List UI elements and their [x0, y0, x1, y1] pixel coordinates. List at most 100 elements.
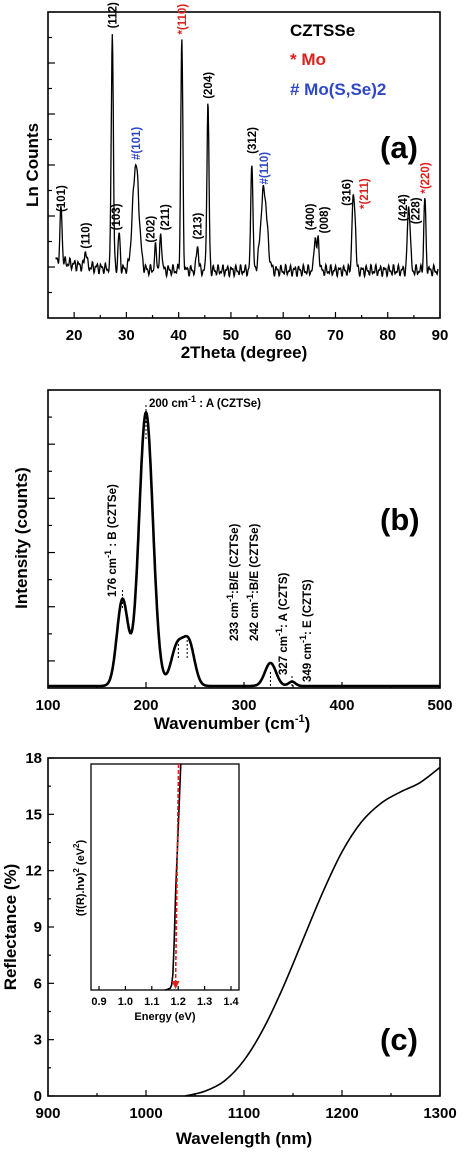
annotation-main: 327 cm: [278, 636, 290, 675]
x-tick-label: 1200: [325, 1105, 358, 1122]
panel-b-ylabel: Intensity (counts): [12, 467, 31, 609]
annotation-sup: -1: [225, 594, 235, 602]
inset-x-tick-label: 1.0: [118, 996, 133, 1008]
peak-label: (112): [107, 2, 119, 28]
x-tick-label: 90: [432, 327, 449, 344]
x-tick-label: 60: [275, 327, 292, 344]
peak-label: (110): [81, 222, 93, 248]
peak-label: (400): [305, 203, 317, 230]
annotation-main: 200 cm: [149, 398, 188, 410]
x-tick-label: 80: [379, 327, 396, 344]
panel-a-label: (a): [380, 130, 418, 165]
raman-annotation: 200 cm-1 : A (CZTSe): [149, 394, 261, 410]
peak-label: (424): [398, 194, 410, 221]
peak-label: *(220): [420, 162, 432, 193]
annotation-sup: -1: [103, 550, 113, 558]
x-tick-label: 900: [35, 1105, 60, 1122]
panel-b-curve: [48, 409, 440, 688]
panel-b: 100 200 300 400 500 200 cm-1 : A (CZTSe)176 …: [12, 389, 453, 733]
inset-x-tick-label: 1.2: [171, 996, 186, 1008]
panel-a: 20 30 40 50 60 70 80 90 (101) (110) (112) (103) #(1…: [23, 2, 448, 362]
inset-x-tick-label: 1.4: [223, 996, 239, 1008]
inset-ylabel-c: (eV: [75, 847, 87, 868]
peak-label: (103): [111, 203, 123, 230]
annotation-main: 242 cm: [249, 602, 261, 641]
y-tick-label: 0: [34, 1088, 42, 1105]
panel-a-x-ticks: 20 30 40 50 60 70 80 90: [47, 312, 449, 344]
y-tick-label: 9: [34, 919, 42, 936]
x-tick-label: 30: [118, 327, 135, 344]
annotation-rest: : E (CZTS): [302, 579, 314, 635]
panel-c: 900 1000 1100 1200 1300 0 3 6 9 12 15 18 Wavelengt…: [1, 750, 457, 1148]
y-tick-label: 18: [25, 750, 42, 767]
raman-annotation: 176 cm-1 : B (CZTSe): [103, 484, 119, 597]
inset-xlabel: Energy (eV): [134, 1011, 195, 1023]
panel-a-ylabel: Ln Counts: [23, 123, 42, 207]
raman-annotation: 242 cm-1:B/E (CZTSe): [245, 524, 261, 641]
x-tick-label: 70: [327, 327, 344, 344]
panel-b-xlabel-main: Wavenumber (cm: [154, 714, 295, 733]
inset-ylabel-nu: ν: [74, 876, 87, 884]
inset-chart: 0.9 1.0 1.1 1.2 1.3 1.4 Energy (eV) (f(R).hν)…: [72, 763, 240, 1023]
peak-label: (101): [56, 185, 68, 212]
peak-label: (228): [411, 197, 423, 224]
panel-b-y-ticks: [48, 416, 55, 662]
annotation-main: 349 cm: [302, 643, 314, 682]
inset-x-tick-label: 1.3: [197, 996, 212, 1008]
inset-fit-line: [174, 763, 180, 983]
peak-label: (204): [203, 72, 215, 99]
panel-b-peak-markers: [121, 405, 293, 688]
inset-ylabel-d: ): [75, 840, 87, 844]
peak-label: (211): [160, 204, 172, 230]
panel-c-curve: [185, 766, 441, 1097]
raman-annotation: 327 cm-1: A (CZTS): [274, 572, 290, 675]
peak-label: *(211): [359, 178, 371, 209]
peak-label: (213): [192, 213, 204, 240]
raman-annotation: 233 cm-1:B/E (CZTSe): [225, 524, 241, 641]
y-tick-label: 6: [34, 975, 42, 992]
y-tick-label: 15: [25, 806, 42, 823]
annotation-rest: :B/E (CZTSe): [229, 524, 241, 594]
annotation-sup: -1: [274, 628, 284, 636]
inset-ylabel: (f(R).hν)2 (eV2): [72, 840, 87, 917]
annotation-sup: -1: [298, 635, 308, 643]
panel-c-ylabel: Reflectance (%): [1, 864, 20, 991]
annotation-rest: :B/E (CZTSe): [249, 524, 261, 594]
peak-label: (316): [342, 179, 354, 206]
inset-ylabel-sup2: 2: [72, 843, 81, 848]
legend-czts-se: CZTSSe: [290, 21, 355, 40]
panel-b-xlabel-end: ): [305, 714, 311, 733]
annotation-main: 233 cm: [229, 602, 241, 641]
panel-b-xlabel: Wavenumber (cm-1): [154, 713, 311, 733]
y-tick-label: 3: [34, 1032, 42, 1049]
panel-a-y-ticks: [48, 36, 55, 294]
panel-c-x-ticks: 900 1000 1100 1200 1300: [35, 1090, 457, 1122]
panel-b-annotations: 200 cm-1 : A (CZTSe)176 cm-1 : B (CZTSe)…: [103, 394, 314, 682]
inset-ylabel-sup1: 2: [72, 868, 81, 873]
raman-annotation: 349 cm-1: E (CZTS): [298, 579, 314, 682]
panel-a-xlabel: 2Theta (degree): [181, 343, 308, 362]
inset-x-tick-label: 0.9: [91, 996, 106, 1008]
x-tick-label: 500: [427, 697, 452, 714]
inset-fit-arrow: [171, 981, 180, 989]
annotation-rest: : A (CZTSe): [196, 398, 261, 410]
x-tick-label: 20: [66, 327, 83, 344]
x-tick-label: 100: [35, 697, 60, 714]
legend-mo: * Mo: [290, 50, 326, 69]
y-tick-label: 12: [25, 863, 42, 880]
peak-label: (008): [319, 206, 331, 233]
panel-b-x-ticks: 100 200 300 400 500: [35, 682, 453, 714]
x-tick-label: 1300: [423, 1105, 456, 1122]
peak-label: *(110): [177, 4, 189, 35]
panel-a-peak-labels: (101) (110) (112) (103) #(101) (202) (211) *(11…: [56, 2, 432, 249]
x-tick-label: 300: [231, 697, 256, 714]
inset-x-tick-label: 1.1: [144, 996, 159, 1008]
annotation-sup: -1: [245, 594, 255, 602]
panel-c-y-ticks: 0 3 6 9 12 15 18: [25, 750, 54, 1105]
panel-c-xlabel: Wavelength (nm): [176, 1129, 312, 1148]
legend-mo-sse2: # Mo(S,Se)2: [290, 80, 386, 99]
panel-a-curve: [55, 34, 439, 279]
inset-ylabel-a: (f(R).h: [75, 884, 87, 917]
peak-label: #(101): [131, 127, 143, 160]
